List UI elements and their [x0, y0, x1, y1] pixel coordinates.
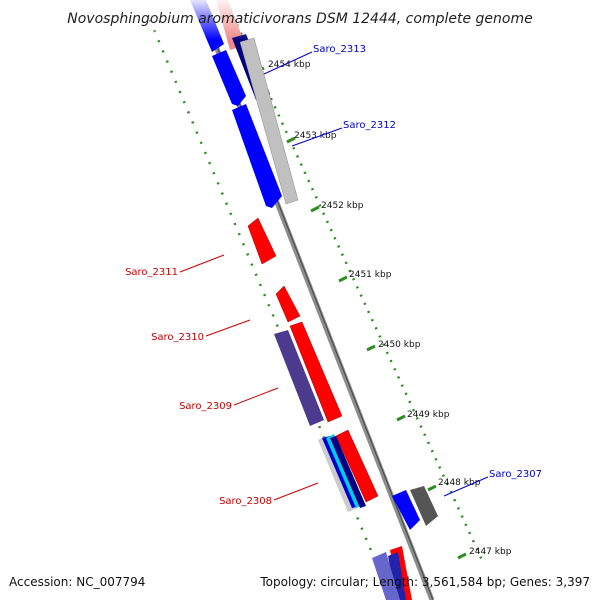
forward-genes — [216, 0, 438, 600]
gene-leader-lines — [179, 51, 489, 501]
kbp-label-2453: 2453 kbp — [294, 131, 337, 141]
reverse-genes — [190, 0, 400, 600]
summary-text: Topology: circular; Length: 3,561,584 bp… — [259, 575, 590, 589]
gene-shape-saro-2310[interactable] — [289, 321, 343, 423]
gene-label-saro-2309[interactable]: Saro_2309 — [179, 401, 232, 412]
kbp-label-2448: 2448 kbp — [438, 478, 481, 488]
gene-shape — [410, 486, 438, 526]
gene-shape — [212, 50, 246, 106]
gene-shape — [275, 285, 301, 323]
gene-label-saro-2310[interactable]: Saro_2310 — [151, 332, 204, 343]
map-title: Novosphingobium aromaticivorans DSM 1244… — [67, 11, 532, 27]
kbp-label-2449: 2449 kbp — [407, 410, 450, 420]
gene-shape-saro-2309[interactable] — [274, 330, 324, 426]
accession-text: Accession: NC_007794 — [9, 575, 145, 589]
kbp-label-2450: 2450 kbp — [378, 340, 421, 350]
gene-label-saro-2311[interactable]: Saro_2311 — [125, 267, 178, 278]
gene-shape — [330, 436, 366, 508]
gene-label-saro-2308[interactable]: Saro_2308 — [219, 496, 272, 507]
gene-shape-saro-2307[interactable] — [392, 490, 420, 530]
outer-tick-ring — [224, 0, 484, 561]
top-fade — [0, 0, 600, 40]
kbp-labels: 2454 kbp 2453 kbp 2452 kbp 2451 kbp 2450… — [268, 60, 512, 557]
gene-labels: Saro_2313 Saro_2312 Saro_2311 Saro_2310 … — [125, 44, 542, 507]
gene-shape — [388, 552, 406, 600]
gene-label-saro-2307[interactable]: Saro_2307 — [489, 469, 542, 480]
gene-shape-saro-2311[interactable] — [247, 217, 277, 265]
kbp-label-2454: 2454 kbp — [268, 60, 311, 70]
gene-shape — [232, 104, 282, 208]
gene-shape-saro-2308-fwd[interactable] — [335, 429, 379, 503]
kbp-label-2452: 2452 kbp — [321, 201, 364, 211]
kbp-label-2447: 2447 kbp — [469, 547, 512, 557]
gene-shape — [372, 552, 400, 600]
gene-label-saro-2313[interactable]: Saro_2313 — [313, 44, 366, 55]
gene-label-saro-2312[interactable]: Saro_2312 — [343, 120, 396, 131]
kbp-label-2451: 2451 kbp — [349, 270, 392, 280]
